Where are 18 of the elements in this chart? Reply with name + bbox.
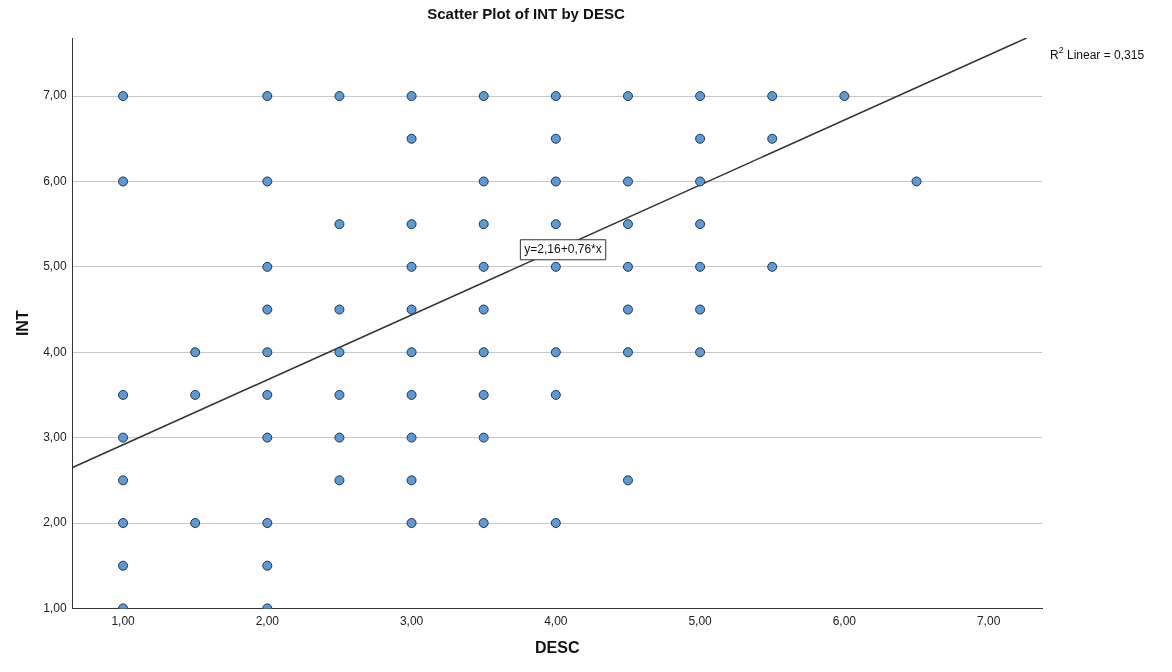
annotation: y=2,16+0,76*x [524, 242, 602, 257]
x-tick-label: 1,00 [111, 613, 136, 628]
y-tick-label: 2,00 [43, 515, 67, 530]
chart-title: Scatter Plot of INT by DESC [427, 5, 625, 23]
x-tick-label: 2,00 [255, 613, 280, 628]
x-tick-label: 6,00 [832, 613, 857, 628]
y-axis-title: INT [14, 310, 32, 337]
x-tick-label: 5,00 [688, 613, 713, 628]
y-tick-label: 6,00 [43, 173, 67, 188]
x-axis-title: DESC [535, 638, 580, 656]
y-tick-label: 5,00 [43, 259, 67, 274]
y-tick-label: 4,00 [43, 344, 67, 359]
y-tick-label: 3,00 [43, 429, 67, 444]
x-tick-label: 7,00 [976, 613, 1001, 628]
y-tick-label: 7,00 [43, 88, 67, 103]
x-tick-label: 3,00 [399, 613, 424, 628]
x-tick-label: 4,00 [544, 613, 568, 628]
y-tick-label: 1,00 [43, 600, 67, 615]
